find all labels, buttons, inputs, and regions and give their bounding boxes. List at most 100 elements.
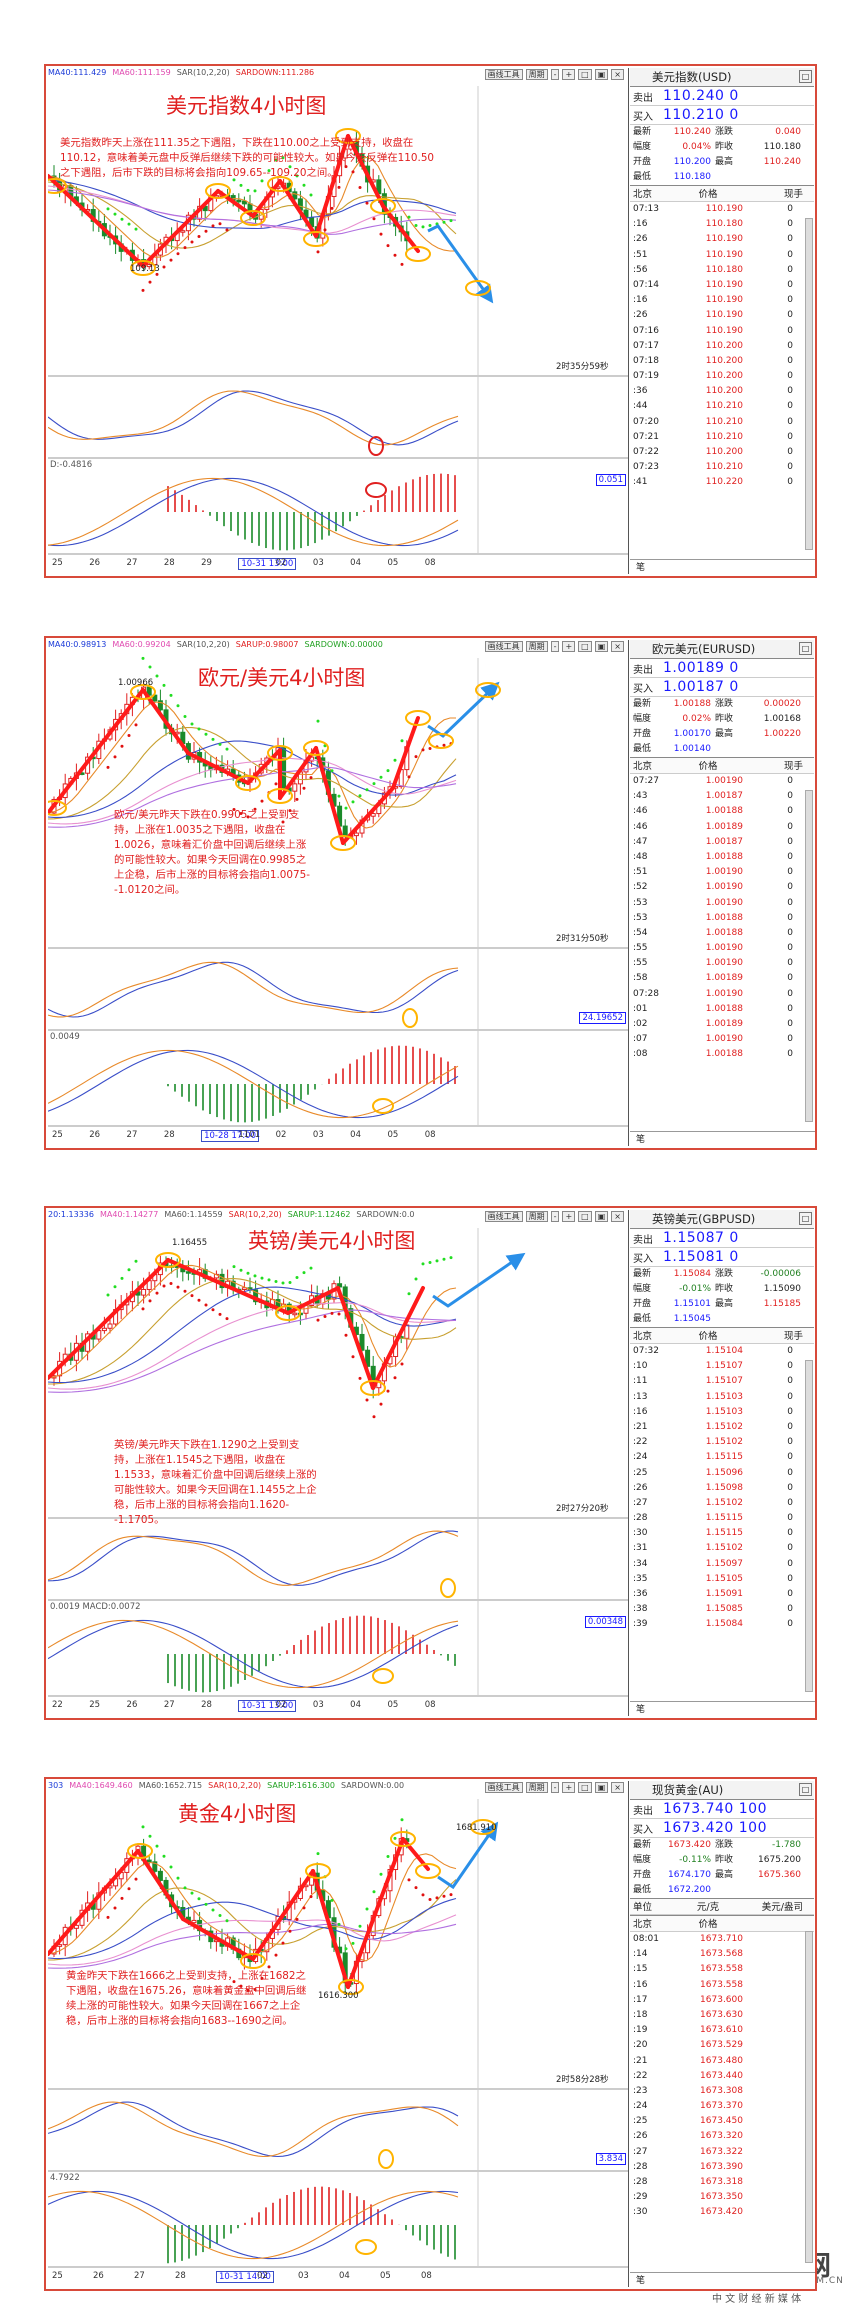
sar-dot [344, 1333, 348, 1337]
quote-close-button[interactable]: □ [799, 1212, 812, 1225]
quote-close-button[interactable]: □ [799, 1783, 812, 1796]
quote-panel[interactable]: 欧元美元(EURUSD) □ 卖出 1.00189 0 买入 1.00187 0 最新 1.0… [630, 640, 815, 1146]
sar-dot [190, 1294, 194, 1298]
window-button-0[interactable]: - [550, 1782, 560, 1793]
sar-dot [372, 782, 376, 786]
candle-body [141, 1288, 147, 1296]
menu-draw-tools[interactable]: 画线工具 [484, 69, 523, 80]
quote-panel[interactable]: 现货黄金(AU) □ 卖出 1673.740 100 买入 1673.420 100 最新 1… [630, 1781, 815, 2287]
tick-row: :14 1673.568 [630, 1947, 814, 1962]
window-button-4[interactable]: × [611, 1211, 624, 1222]
window-button-0[interactable]: - [550, 641, 560, 652]
window-button-2[interactable]: □ [578, 69, 592, 80]
sar-dot [120, 744, 124, 748]
stat-cell: 最高 [715, 1870, 734, 1880]
chart-area[interactable]: MA40:111.429 MA60:111.159 SAR(10,2,20) SARD… [48, 68, 629, 574]
tick-row: :13 1.15103 0 [630, 1390, 814, 1405]
chart-area[interactable]: 303 MA40:1649.460 MA60:1652.715 SAR(10,2,20… [48, 1781, 629, 2287]
tick-time: :26 [633, 310, 648, 321]
sar-dot [155, 1291, 159, 1295]
quote-scrollbar[interactable] [805, 1360, 813, 1692]
analysis-annotation: 美元指数昨天上涨在111.35之下遇阻，下跌在110.00之上受到支持，收盘在1… [60, 137, 435, 179]
indicator-2: MA60:1652.715 [138, 1781, 203, 1790]
window-button-2[interactable]: □ [578, 1782, 592, 1793]
window-button-3[interactable]: ▣ [594, 641, 609, 652]
stat-cell: 110.240 [763, 157, 801, 167]
tick-row: :19 1673.610 [630, 2023, 814, 2038]
trend-arrows [48, 1258, 425, 1390]
window-button-0[interactable]: - [550, 1211, 560, 1222]
tick-volume: 0 [787, 1482, 793, 1493]
stat-cell [715, 1312, 745, 1327]
sar-dot [428, 1260, 432, 1264]
x-axis-label: 08 [424, 1130, 436, 1140]
quote-panel[interactable]: 美元指数(USD) □ 卖出 110.240 0 买入 110.210 0 最新 110.24… [630, 68, 815, 574]
window-button-4[interactable]: × [611, 641, 624, 652]
trend-segment [336, 1286, 375, 1390]
tick-volume: 0 [787, 462, 793, 473]
menu-period[interactable]: 周期 [525, 641, 548, 652]
tick-row: :31 1.15102 0 [630, 1541, 814, 1556]
tick-row: 08:01 1673.710 [630, 1932, 814, 1947]
sar-dots [106, 1818, 453, 1992]
price-peak-label: 109.13 [130, 264, 160, 274]
quote-close-button[interactable]: □ [799, 642, 812, 655]
sar-dot [134, 1259, 138, 1263]
ma-mid-line [48, 181, 457, 249]
quote-close-button[interactable]: □ [799, 70, 812, 83]
x-axis-label: 25 [52, 558, 63, 568]
tick-price: 1.00190 [705, 897, 743, 908]
window-button-2[interactable]: □ [578, 641, 592, 652]
chart-canvas[interactable] [48, 1210, 628, 1716]
window-button-0[interactable]: - [550, 69, 560, 80]
tick-row: :30 1.15115 0 [630, 1526, 814, 1541]
chart-area[interactable]: 20:1.13336 MA40:1.14277 MA60:1.14559 SAR(10… [48, 1210, 629, 1716]
menu-draw-tools[interactable]: 画线工具 [484, 1211, 523, 1222]
chart-canvas[interactable] [48, 640, 628, 1146]
stat-cell: 涨跌 [715, 699, 734, 709]
menu-period[interactable]: 周期 [525, 1211, 548, 1222]
tick-volume [743, 2008, 793, 2023]
window-button-2[interactable]: □ [578, 1211, 592, 1222]
tick-row: 07:17 110.200 0 [630, 339, 814, 354]
window-button-1[interactable]: + [562, 1782, 576, 1793]
menu-draw-tools[interactable]: 画线工具 [484, 641, 523, 652]
x-axis-label: 1101 [238, 1130, 260, 1140]
tick-subheader: 北京 [633, 1919, 653, 1930]
window-button-3[interactable]: ▣ [594, 1782, 609, 1793]
tick-volume [743, 2129, 793, 2144]
quote-panel[interactable]: 英镑美元(GBPUSD) □ 卖出 1.15087 0 买入 1.15081 0 最新 1.1… [630, 1210, 815, 1716]
tick-price: 1.00187 [705, 836, 743, 847]
tick-time: :14 [633, 1949, 648, 1960]
tick-row: :26 1673.320 [630, 2129, 814, 2144]
window-button-4[interactable]: × [611, 69, 624, 80]
window-button-1[interactable]: + [562, 641, 576, 652]
menu-period[interactable]: 周期 [525, 69, 548, 80]
sar-dot [204, 1303, 208, 1307]
chart-canvas[interactable] [48, 68, 628, 574]
tick-row: :34 1.15097 0 [630, 1557, 814, 1572]
window-button-4[interactable]: × [611, 1782, 624, 1793]
sar-dot [246, 188, 250, 192]
quote-scrollbar[interactable] [805, 1931, 813, 2263]
sar-dot [232, 178, 236, 182]
chart-canvas[interactable] [48, 1781, 628, 2287]
tick-volume: 0 [787, 1619, 793, 1630]
x-axis-label: 05 [387, 558, 399, 568]
menu-draw-tools[interactable]: 画线工具 [484, 1782, 523, 1793]
sar-dot [295, 1917, 299, 1921]
window-button-3[interactable]: ▣ [594, 69, 609, 80]
window-button-3[interactable]: ▣ [594, 1211, 609, 1222]
macd-line-orange [48, 477, 459, 547]
sar-dot [302, 1271, 306, 1275]
menu-period[interactable]: 周期 [525, 1782, 548, 1793]
quote-scrollbar[interactable] [805, 218, 813, 550]
sar-dot [323, 1315, 327, 1319]
quote-scrollbar[interactable] [805, 790, 813, 1122]
window-button-1[interactable]: + [562, 69, 576, 80]
tick-volume: 0 [787, 1467, 793, 1478]
window-button-1[interactable]: + [562, 1211, 576, 1222]
x-axis-label: 04 [350, 1700, 361, 1710]
indicator-3: SARDOWN:111.286 [235, 68, 315, 77]
chart-area[interactable]: MA40:0.98913 MA60:0.99204 SAR(10,2,20) SARU… [48, 640, 629, 1146]
